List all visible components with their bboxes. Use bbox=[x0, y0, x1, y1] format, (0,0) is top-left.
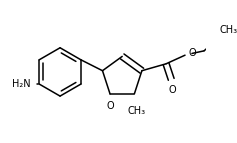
Text: H₂N: H₂N bbox=[12, 79, 31, 89]
Text: O: O bbox=[188, 48, 196, 58]
Text: CH₃: CH₃ bbox=[127, 106, 145, 116]
Text: CH₃: CH₃ bbox=[219, 25, 237, 35]
Text: O: O bbox=[168, 85, 176, 95]
Text: O: O bbox=[106, 101, 114, 111]
